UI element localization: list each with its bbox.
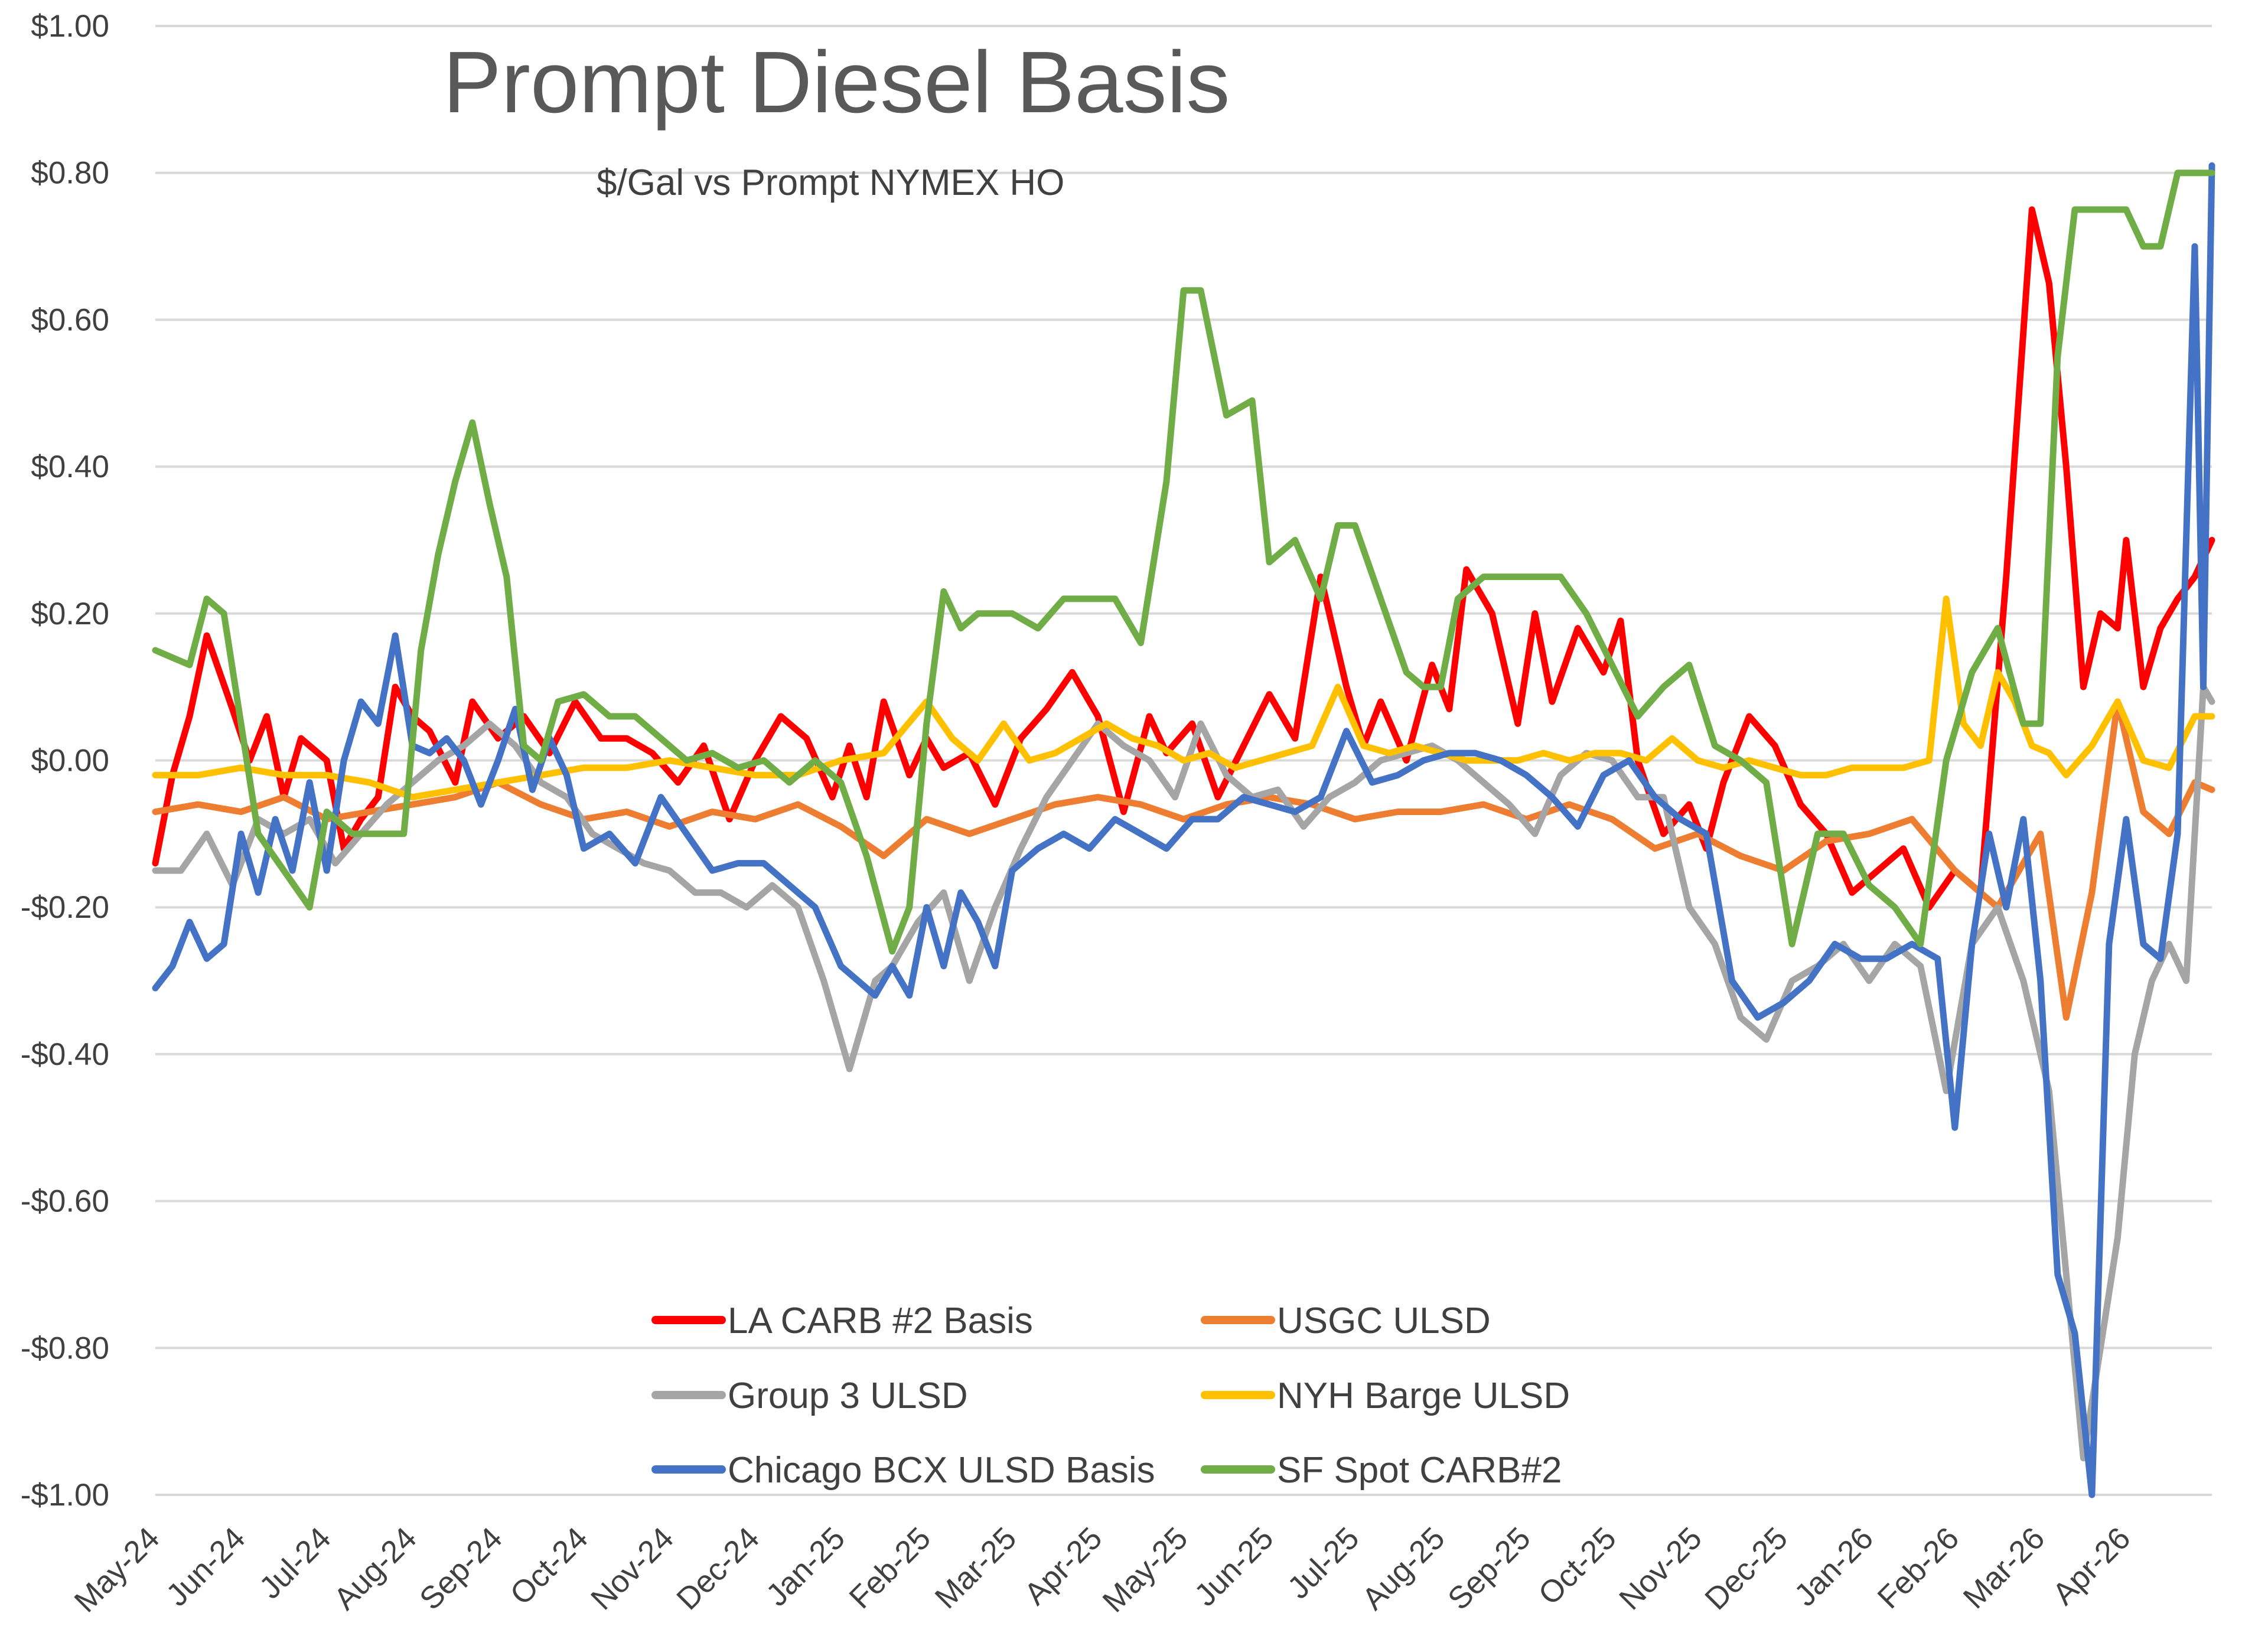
y-tick-label: -$0.40 [21, 1037, 109, 1072]
series-line [152, 170, 2215, 955]
series-lines [152, 162, 2215, 1498]
legend-label: NYH Barge ULSD [1277, 1376, 1570, 1416]
y-tick-label: -$0.80 [21, 1331, 109, 1366]
chart-subtitle: $/Gal vs Prompt NYMEX HO [597, 162, 1064, 203]
legend-label: SF Spot CARB#2 [1277, 1450, 1562, 1491]
legend-label: LA CARB #2 Basis [728, 1301, 1033, 1341]
y-tick-label: $0.80 [31, 156, 109, 191]
y-tick-label: $0.00 [31, 744, 109, 778]
series-line [152, 683, 2215, 1462]
y-tick-label: $0.20 [31, 597, 109, 631]
legend-label: Chicago BCX ULSD Basis [728, 1450, 1155, 1491]
y-tick-label: $1.00 [31, 9, 109, 44]
y-tick-label: $0.40 [31, 449, 109, 484]
y-tick-label: $0.60 [31, 302, 109, 337]
legend-label: USGC ULSD [1277, 1301, 1491, 1341]
legend: LA CARB #2 Basis USGC ULSD Group 3 ULSD NYH… [651, 1301, 1570, 1491]
series-line [152, 206, 2215, 911]
series-line [152, 595, 2215, 801]
y-tick-label: -$0.20 [21, 890, 109, 925]
series-line [152, 162, 2215, 1498]
y-tick-label: -$0.60 [21, 1184, 109, 1219]
chart-title: Prompt Diesel Basis [443, 34, 1230, 131]
y-axis-ticks: $1.00 $0.80 $0.60 $0.40 $0.20 $0.00 -$0.20 -$0.… [21, 9, 109, 1513]
y-tick-label: -$1.00 [21, 1478, 109, 1513]
legend-label: Group 3 ULSD [728, 1376, 968, 1416]
